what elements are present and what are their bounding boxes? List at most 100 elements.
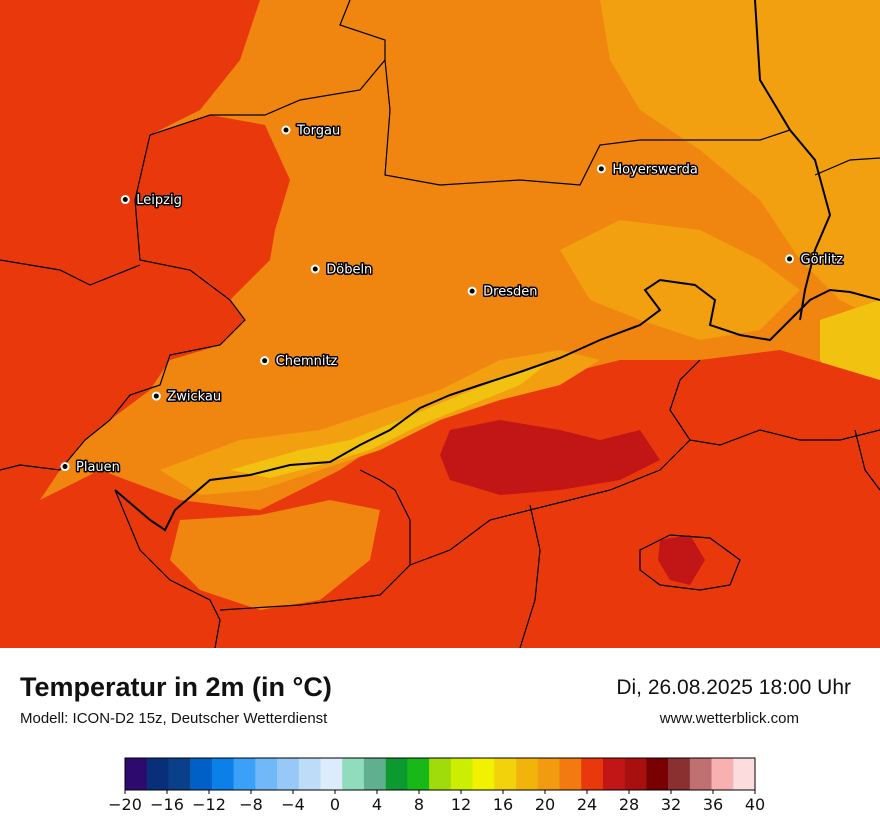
- legend-swatch: [407, 758, 430, 790]
- city-marker-dot: [262, 358, 268, 364]
- legend-tick-label: 32: [661, 795, 681, 814]
- state-border-thuringia: [0, 259, 141, 286]
- legend-swatch: [429, 758, 452, 790]
- legend-tick-label: 28: [619, 795, 639, 814]
- legend-swatch: [277, 758, 300, 790]
- legend-swatch: [646, 758, 669, 790]
- city-dbeln: Döbeln: [310, 261, 374, 279]
- legend-swatch: [233, 758, 256, 790]
- state-border-saxony-north: [149, 0, 386, 136]
- city-label: Leipzig: [136, 193, 182, 208]
- legend-tick-label: −20: [108, 795, 142, 814]
- legend-tick-label: 4: [372, 795, 382, 814]
- temp-zone-leipzig: [135, 115, 290, 300]
- region-border-prague: [639, 534, 741, 591]
- city-markers: Torgau Hoyerswerda Leipzig Görlitz Döbeln Dre…: [60, 122, 845, 477]
- legend-tick-label: 40: [745, 795, 765, 814]
- city-label: Chemnitz: [276, 354, 338, 369]
- legend-swatch: [168, 758, 191, 790]
- city-marker-dot: [153, 393, 159, 399]
- legend-swatch: [363, 758, 386, 790]
- city-marker-dot: [469, 288, 475, 294]
- city-hoyerswerda: Hoyerswerda: [596, 161, 699, 179]
- city-label: Hoyerswerda: [612, 162, 698, 177]
- city-plauen: Plauen: [60, 459, 121, 477]
- city-label: Dresden: [483, 285, 537, 300]
- legend-tick-label: 16: [493, 795, 513, 814]
- legend-swatch: [472, 758, 495, 790]
- legend-tick-label: −4: [281, 795, 305, 814]
- map-canvas: Torgau Hoyerswerda Leipzig Görlitz Döbeln Dre…: [0, 0, 880, 648]
- legend-swatch: [320, 758, 343, 790]
- city-label: Döbeln: [326, 263, 372, 278]
- city-zwickau: Zwickau: [151, 388, 223, 406]
- city-grlitz: Görlitz: [785, 251, 845, 269]
- legend-swatch: [581, 758, 604, 790]
- country-border-germany-czechia: [114, 278, 880, 532]
- temp-zone-northeast: [600, 0, 880, 320]
- map-title: Temperatur in 2m (in °C): [20, 672, 332, 702]
- temp-zone-bohemia-hot: [440, 420, 660, 495]
- state-border-bavaria: [114, 489, 221, 648]
- legend-swatch: [255, 758, 278, 790]
- legend-swatch: [733, 758, 756, 790]
- city-chemnitz: Chemnitz: [260, 353, 339, 371]
- temp-zone-ridge-cool: [230, 365, 545, 478]
- legend-swatch: [602, 758, 625, 790]
- city-marker-dot: [62, 464, 68, 470]
- city-label: Torgau: [296, 124, 340, 139]
- legend-tick-label: −12: [192, 795, 226, 814]
- legend-tick-label: 0: [330, 795, 340, 814]
- region-border-czech-4: [519, 504, 541, 648]
- state-border-saxony-west: [0, 134, 246, 471]
- legend-swatch: [711, 758, 734, 790]
- legend-swatch: [559, 758, 582, 790]
- legend-tick-label: −16: [150, 795, 184, 814]
- legend-swatch: [494, 758, 517, 790]
- legend-swatch: [537, 758, 560, 790]
- legend-swatch: [624, 758, 647, 790]
- region-border-czech-3: [669, 359, 701, 441]
- region-border-czech-1: [219, 469, 411, 611]
- border-lines: [0, 0, 880, 648]
- website-link[interactable]: www.wetterblick.com: [659, 710, 799, 727]
- city-marker-dot: [598, 166, 604, 172]
- city-dresden: Dresden: [467, 283, 539, 301]
- legend-tick-label: 20: [535, 795, 555, 814]
- legend-swatch: [689, 758, 712, 790]
- legend-swatch: [450, 758, 473, 790]
- legend-swatch: [668, 758, 691, 790]
- city-marker-dot: [787, 256, 793, 262]
- temp-zone-south-mild: [170, 500, 380, 610]
- country-border-germany-poland: [754, 0, 832, 321]
- region-border-czech-5: [854, 429, 880, 491]
- legend-swatch: [516, 758, 539, 790]
- temp-zone-east-mild: [560, 220, 800, 340]
- legend-tick-label: 24: [577, 795, 597, 814]
- city-leipzig: Leipzig: [120, 192, 183, 210]
- state-border-brandenburg-east: [814, 157, 880, 176]
- city-label: Görlitz: [801, 252, 844, 267]
- city-marker-dot: [283, 127, 289, 133]
- legend-swatch: [342, 758, 365, 790]
- legend-tick-label: 12: [451, 795, 471, 814]
- legend-frame: [124, 757, 756, 791]
- city-marker-dot: [312, 266, 318, 272]
- legend-swatch: [211, 758, 234, 790]
- model-source: Modell: ICON-D2 15z, Deutscher Wetterdie…: [20, 710, 328, 727]
- forecast-datetime: Di, 26.08.2025 18:00 Uhr: [616, 676, 851, 699]
- temp-zone-west: [0, 0, 260, 560]
- legend-swatch: [125, 758, 148, 790]
- map-footer: Temperatur in 2m (in °C) Modell: ICON-D2…: [0, 648, 880, 830]
- state-border-saxony-brandenburg: [384, 59, 791, 186]
- temperature-map: Torgau Hoyerswerda Leipzig Görlitz Döbeln Dre…: [0, 0, 880, 648]
- color-scale-legend: −20 −16 −12 −8 −4 0 4 8 12 16 20 24 28 32 36 40: [108, 757, 765, 814]
- city-torgau: Torgau: [281, 122, 342, 140]
- temp-zone-basin-hot: [658, 535, 705, 585]
- legend-swatch: [298, 758, 321, 790]
- region-border-czech-2: [409, 429, 880, 566]
- legend-tick-label: 36: [703, 795, 723, 814]
- legend-tick-label: −8: [239, 795, 263, 814]
- legend-tick-label: 8: [414, 795, 424, 814]
- city-label: Plauen: [76, 460, 120, 475]
